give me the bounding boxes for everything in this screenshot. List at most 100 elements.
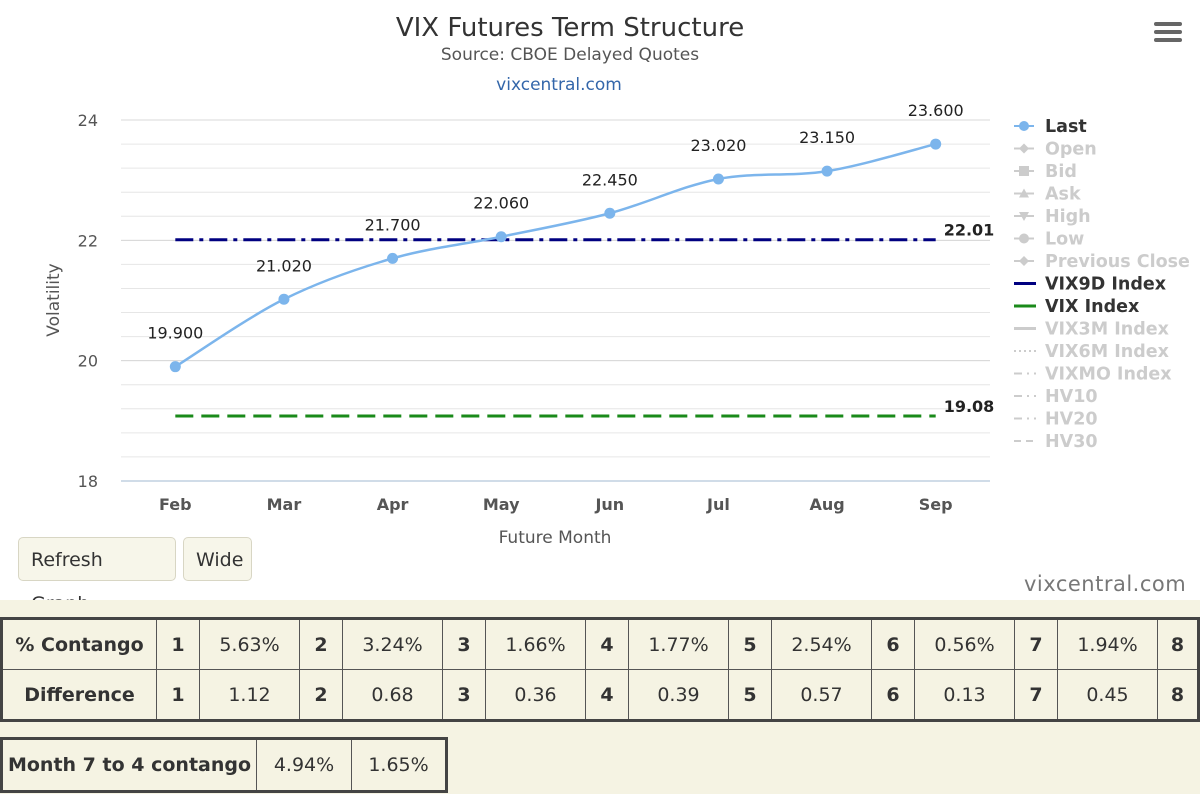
value-cell: 1.12 — [199, 669, 300, 721]
month-index-cell: 8 — [1157, 669, 1199, 721]
legend-symbol — [1019, 256, 1029, 266]
data-label: 22.450 — [582, 170, 638, 189]
x-tick-label: Jul — [706, 495, 730, 514]
chart-subtitle: Source: CBOE Delayed Quotes — [441, 45, 699, 65]
row-header: % Contango — [1, 618, 157, 670]
data-label: 23.020 — [690, 136, 746, 155]
legend-symbol — [1019, 212, 1029, 221]
x-axis-title: Future Month — [499, 528, 612, 548]
x-tick-label: Jun — [594, 495, 624, 514]
last-point — [930, 138, 942, 150]
legend-item-label[interactable]: HV20 — [1045, 410, 1098, 430]
y-tick-label: 24 — [78, 111, 98, 130]
month-index-cell: 3 — [442, 618, 486, 670]
x-tick-label: May — [483, 495, 520, 514]
legend-item-label[interactable]: Last — [1045, 117, 1087, 137]
legend-item-label[interactable]: Open — [1045, 140, 1097, 160]
y-axis-title: Volatility — [44, 263, 64, 336]
table-row: Difference 1 1.12 2 0.68 3 0.36 4 0.39 5 0.57 6 0.13… — [1, 669, 1199, 721]
legend-item-label[interactable]: Ask — [1045, 185, 1081, 205]
legend-symbol — [1019, 166, 1029, 176]
month-index-cell: 8 — [1157, 618, 1199, 670]
legend-symbol — [1019, 121, 1029, 131]
month-contango-header: Month 7 to 4 contango — [1, 738, 257, 792]
legend-symbol — [1019, 143, 1029, 154]
x-tick-label: Aug — [809, 495, 844, 514]
last-point — [387, 252, 399, 264]
data-label: 22.060 — [473, 194, 529, 213]
value-cell: 1.77% — [628, 618, 729, 670]
month-index-cell: 2 — [299, 669, 343, 721]
x-tick-label: Mar — [267, 495, 302, 514]
refresh-graph-button[interactable]: Refresh Graph — [18, 537, 176, 615]
value-cell: 1.66% — [485, 618, 586, 670]
value-cell: 3.24% — [342, 618, 443, 670]
last-point — [278, 293, 290, 305]
month-index-cell: 5 — [728, 669, 772, 721]
legend-item-label[interactable]: HV10 — [1045, 387, 1098, 407]
legend-item-label[interactable]: VIX Index — [1045, 297, 1140, 317]
month-contango-value: 1.65% — [351, 738, 447, 792]
chart-menu-icon[interactable] — [1154, 22, 1182, 44]
y-tick-label: 22 — [78, 231, 98, 250]
value-cell: 0.68 — [342, 669, 443, 721]
month-index-cell: 6 — [871, 669, 915, 721]
month-index-cell: 6 — [871, 618, 915, 670]
month-index-cell: 4 — [585, 618, 629, 670]
legend-symbol — [1019, 233, 1029, 244]
legend-item-label[interactable]: Previous Close — [1045, 252, 1190, 272]
legend-item-label[interactable]: High — [1045, 207, 1091, 227]
month-contango-table: Month 7 to 4 contango 4.94% 1.65% — [0, 737, 448, 793]
table-row: % Contango 1 5.63% 2 3.24% 3 1.66% 4 1.77% 5 2.54%… — [1, 618, 1199, 670]
wide-button[interactable]: Wide — [183, 537, 252, 581]
month-index-cell: 3 — [442, 669, 486, 721]
month-contango-value: 4.94% — [256, 738, 352, 792]
month-index-cell: 2 — [299, 618, 343, 670]
value-cell: 0.39 — [628, 669, 729, 721]
month-index-cell: 7 — [1014, 618, 1058, 670]
data-label: 21.700 — [365, 215, 421, 234]
vix-end-label: 19.08 — [944, 397, 995, 416]
month-index-cell: 7 — [1014, 669, 1058, 721]
watermark: vixcentral.com — [1024, 572, 1187, 596]
chart-title: VIX Futures Term Structure — [396, 13, 744, 43]
legend-item-label[interactable]: VIX9D Index — [1045, 275, 1167, 295]
value-cell: 0.45 — [1057, 669, 1158, 721]
legend-symbol — [1019, 188, 1029, 198]
legend-item-label[interactable]: Bid — [1045, 162, 1077, 182]
value-cell: 1.94% — [1057, 618, 1158, 670]
month-index-cell: 1 — [156, 669, 200, 721]
legend-item-label[interactable]: VIX3M Index — [1045, 320, 1170, 340]
legend-item-label[interactable]: Low — [1045, 230, 1084, 250]
data-label: 23.600 — [908, 101, 964, 120]
last-point — [604, 207, 616, 219]
month-index-cell: 1 — [156, 618, 200, 670]
chart-container: VIX Futures Term Structure Source: CBOE D… — [44, 13, 1191, 548]
last-point — [169, 361, 181, 373]
table-row: Month 7 to 4 contango 4.94% 1.65% — [1, 738, 447, 792]
last-point — [821, 165, 833, 177]
month-index-cell: 5 — [728, 618, 772, 670]
value-cell: 0.57 — [771, 669, 872, 721]
value-cell: 5.63% — [199, 618, 300, 670]
last-point — [712, 173, 724, 185]
value-cell: 0.56% — [914, 618, 1015, 670]
y-tick-label: 20 — [78, 352, 98, 371]
legend-item-label[interactable]: VIXMO Index — [1045, 365, 1172, 385]
x-tick-label: Feb — [159, 495, 192, 514]
legend-item-label[interactable]: VIX6M Index — [1045, 342, 1170, 362]
value-cell: 0.13 — [914, 669, 1015, 721]
legend-item-label[interactable]: HV30 — [1045, 432, 1098, 452]
x-tick-label: Sep — [919, 495, 953, 514]
data-label: 23.150 — [799, 128, 855, 147]
x-tick-label: Apr — [377, 495, 409, 514]
contango-table: % Contango 1 5.63% 2 3.24% 3 1.66% 4 1.77% 5 2.54%… — [0, 617, 1200, 722]
vix9d-end-label: 22.01 — [944, 221, 995, 240]
y-tick-label: 18 — [78, 472, 98, 491]
last-point — [495, 231, 507, 243]
data-label: 19.900 — [147, 324, 203, 343]
chart-credit-link: vixcentral.com — [496, 75, 622, 95]
row-header: Difference — [1, 669, 157, 721]
value-cell: 0.36 — [485, 669, 586, 721]
